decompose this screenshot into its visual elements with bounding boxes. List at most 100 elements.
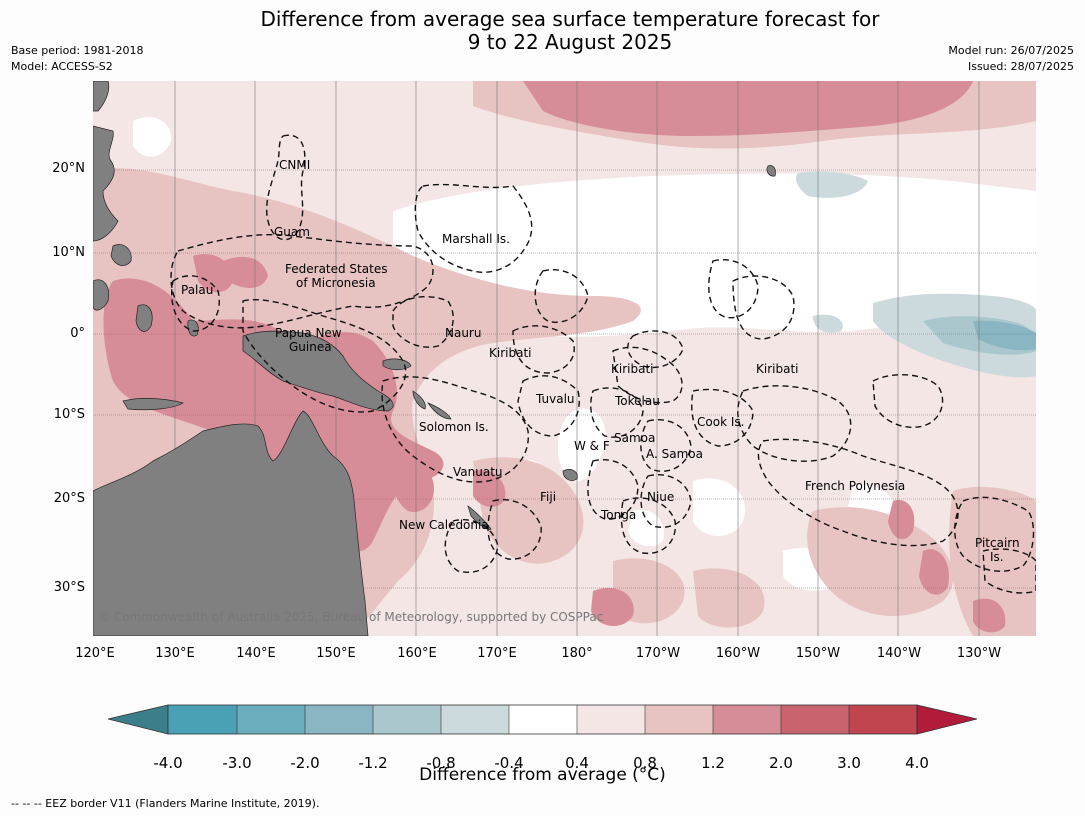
lon-label-140e: 140°E: [236, 646, 276, 661]
colorbar-bin: [373, 705, 441, 734]
lon-label-130e: 130°E: [155, 646, 195, 661]
taiwan-edge: [93, 81, 110, 112]
colorbar-bin: [781, 705, 849, 734]
colorbar-bin: [713, 705, 781, 734]
new-caledonia: [467, 505, 492, 530]
colorbar-high-extend: [916, 704, 978, 735]
lat-label-20s: 20°S: [53, 491, 85, 506]
label-samoa: Samoa: [614, 431, 655, 445]
lon-label-180: 180°: [561, 646, 593, 661]
lat-label-20n: 20°N: [52, 161, 85, 176]
label-png-1: Papua New: [275, 326, 342, 340]
colorbar-bin: [168, 705, 237, 734]
colorbar: [107, 704, 978, 735]
colorbar-tick: -3.0: [222, 754, 252, 772]
colorbar-bin: [441, 705, 509, 734]
colorbar-bin: [577, 705, 645, 734]
base-period: Base period: 1981-2018: [11, 44, 144, 57]
label-palau: Palau: [181, 283, 213, 297]
issued-date: Issued: 28/07/2025: [967, 60, 1074, 73]
label-fiji: Fiji: [540, 490, 556, 504]
colorbar-tick: -2.0: [290, 754, 320, 772]
colorbar-tick: 0.8: [633, 754, 657, 772]
label-marshall: Marshall Is.: [442, 232, 510, 246]
colorbar-tick: -0.4: [494, 754, 524, 772]
lon-label-160e: 160°E: [397, 646, 437, 661]
lon-label-150w: 150°W: [795, 646, 841, 661]
colorbar-bin: [509, 705, 577, 734]
label-fsm-1: Federated States: [285, 262, 387, 276]
label-kiribati-west: Kiribati: [489, 346, 531, 360]
colorbar-bin: [849, 705, 917, 734]
label-pitcairn-1: Pitcairn: [975, 536, 1020, 550]
label-new-caledonia: New Caledonia: [399, 518, 489, 532]
sulawesi: [135, 304, 153, 332]
label-solomon: Solomon Is.: [419, 420, 489, 434]
lon-label-130w: 130°W: [956, 646, 1002, 661]
lon-label-150e: 150°E: [316, 646, 356, 661]
colorbar-bin: [305, 705, 373, 734]
title-line-2: 9 to 22 August 2025: [467, 30, 673, 54]
lon-label-160w: 160°W: [715, 646, 761, 661]
sst-map: CNMI Guam Marshall Is. Federated States …: [93, 81, 1036, 636]
title-line-1: Difference from average sea surface temp…: [260, 7, 880, 31]
label-tonga: Tonga: [600, 508, 636, 522]
colorbar-bin: [645, 705, 713, 734]
model-name: Model: ACCESS-S2: [11, 60, 113, 73]
cool-areas: [796, 171, 1036, 378]
meta-right: Model run: 26/07/2025 Issued: 28/07/2025: [948, 43, 1074, 75]
label-pitcairn-2: Is.: [990, 550, 1004, 564]
lat-label-30s: 30°S: [53, 580, 85, 595]
label-cook: Cook Is.: [697, 415, 744, 429]
label-nauru: Nauru: [445, 326, 481, 340]
label-tuvalu: Tuvalu: [535, 392, 575, 406]
colorbar-tick: 3.0: [837, 754, 861, 772]
region-labels: CNMI Guam Marshall Is. Federated States …: [181, 158, 1020, 564]
eez-borders: [170, 134, 1036, 594]
colorbar-tick: 4.0: [905, 754, 929, 772]
colorbar-tick: -1.2: [358, 754, 388, 772]
philippines: [93, 125, 119, 242]
label-guam: Guam: [274, 225, 310, 239]
label-wf: W & F: [574, 439, 610, 453]
new-guinea: [242, 330, 394, 412]
label-cnmi: CNMI: [279, 158, 310, 172]
new-britain: [382, 358, 412, 371]
lon-label-120e: 120°E: [75, 646, 115, 661]
borneo-edge: [93, 279, 109, 311]
lat-label-0: 0°: [70, 326, 85, 341]
label-french-polynesia: French Polynesia: [805, 479, 905, 493]
colorbar-tick: 0.4: [565, 754, 589, 772]
lat-label-10s: 10°S: [53, 407, 85, 422]
colorbar-tick: -4.0: [153, 754, 183, 772]
lon-label-170e: 170°E: [477, 646, 517, 661]
mindanao: [110, 244, 132, 266]
timor: [122, 398, 184, 411]
colorbar-title: Difference from average (°C): [419, 765, 666, 785]
model-run: Model run: 26/07/2025: [948, 44, 1074, 57]
hawaii: [766, 165, 776, 177]
label-fsm-2: of Micronesia: [296, 276, 376, 290]
label-niue: Niue: [647, 490, 674, 504]
label-asamoa: A. Samoa: [646, 447, 703, 461]
eez-legend: -- -- -- EEZ border V11 (Flanders Marine…: [11, 797, 320, 810]
label-tokelau: Tokelau: [614, 394, 660, 408]
meta-left: Base period: 1981-2018 Model: ACCESS-S2: [11, 43, 143, 75]
label-kiribati-central: Kiribati: [611, 362, 653, 376]
label-png-2: Guinea: [289, 340, 332, 354]
australia: [93, 410, 369, 636]
colorbar-low-extend: [107, 704, 169, 735]
map-title: Difference from average sea surface temp…: [0, 8, 1085, 54]
colorbar-tick: -0.8: [426, 754, 456, 772]
copyright-notice: © Commonwealth of Australia 2025, Bureau…: [98, 610, 603, 624]
label-kiribati-east: Kiribati: [756, 362, 798, 376]
colorbar-tick: 2.0: [769, 754, 793, 772]
fiji-island: [562, 469, 578, 481]
lat-label-10n: 10°N: [52, 245, 85, 260]
land-masses: [93, 81, 776, 636]
label-vanuatu: Vanuatu: [453, 465, 503, 479]
bougainville: [412, 390, 426, 410]
colorbar-bin: [237, 705, 305, 734]
lon-label-140w: 140°W: [876, 646, 922, 661]
solomon-main: [427, 402, 452, 420]
